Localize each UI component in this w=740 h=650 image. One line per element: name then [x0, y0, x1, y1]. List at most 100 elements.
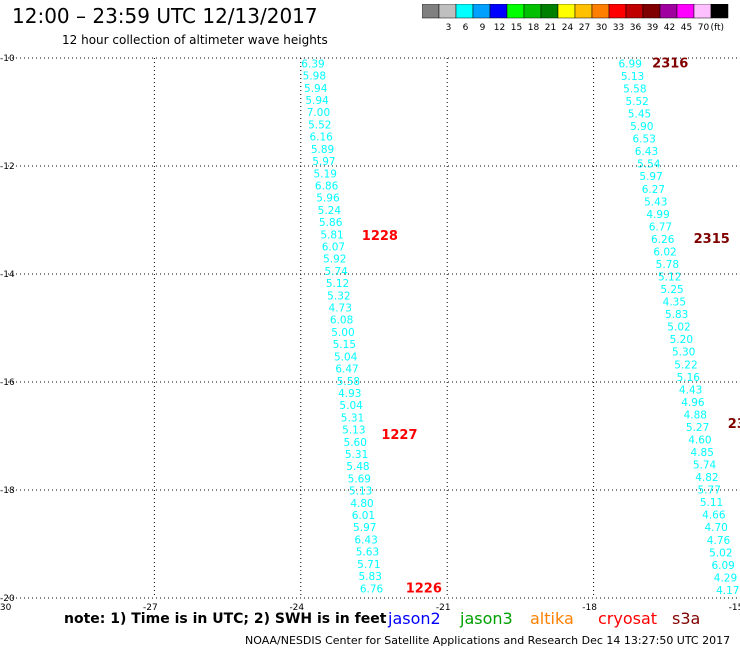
x-tick-label: -24 — [289, 603, 304, 613]
note-text: note: 1) Time is in UTC; 2) SWH is in fe… — [64, 611, 387, 627]
wave-height-value: 5.19 — [314, 168, 337, 180]
wave-height-value: 5.24 — [318, 205, 342, 217]
wave-height-value: 4.60 — [688, 434, 711, 446]
wave-height-value: 6.99 — [619, 58, 642, 70]
wave-height-value: 6.27 — [642, 184, 665, 196]
wave-height-value: 5.20 — [670, 334, 693, 346]
wave-height-value: 5.15 — [333, 339, 356, 351]
wave-height-value: 6.47 — [335, 364, 358, 376]
wave-height-value: 5.94 — [305, 95, 329, 107]
wave-height-value: 5.00 — [331, 327, 354, 339]
colorbar-label: 9 — [480, 23, 486, 33]
wave-height-value: 5.13 — [342, 425, 365, 437]
colorbar-label: 21 — [545, 23, 556, 33]
y-tick-label: -12 — [0, 162, 15, 172]
wave-height-value: 5.97 — [312, 156, 335, 168]
wave-height-value: 4.35 — [663, 297, 686, 309]
satellite-legend-cryosat: cryosat — [598, 609, 658, 628]
colorbar-label: 15 — [511, 23, 522, 33]
wave-height-value: 5.60 — [344, 437, 367, 449]
wave-height-value: 4.70 — [704, 522, 727, 534]
wave-height-value: 5.78 — [656, 259, 679, 271]
wave-height-value: 5.81 — [320, 229, 343, 241]
colorbar-label: 42 — [664, 23, 675, 33]
wave-height-value: 6.16 — [309, 132, 333, 144]
wave-height-value: 4.99 — [646, 209, 669, 221]
wave-height-value: 5.52 — [308, 119, 331, 131]
wave-height-value: 4.85 — [691, 447, 714, 459]
wave-height-value: 5.25 — [660, 284, 683, 296]
wave-height-value: 4.96 — [681, 397, 705, 409]
wave-height-value: 4.66 — [702, 510, 726, 522]
wave-height-value: 6.09 — [711, 560, 734, 572]
wave-height-value: 6.01 — [352, 510, 375, 522]
wave-height-value: 6.43 — [635, 146, 658, 158]
wave-height-value: 5.02 — [709, 547, 732, 559]
wave-height-value: 5.12 — [658, 272, 681, 284]
colorbar-label: 24 — [562, 23, 574, 33]
pass-label: 1228 — [362, 229, 398, 244]
wave-height-value: 5.77 — [698, 485, 721, 497]
colorbar-swatch — [710, 4, 729, 19]
wave-height-value: 6.77 — [649, 221, 672, 233]
wave-height-value: 6.08 — [330, 315, 353, 327]
x-tick-label: -21 — [436, 603, 451, 613]
pass-label: 1226 — [406, 581, 442, 596]
wave-height-value: 6.43 — [354, 534, 377, 546]
footer-credit: NOAA/NESDIS Center for Satellite Applica… — [245, 634, 731, 647]
colorbar-label: 27 — [579, 23, 590, 33]
wave-height-value: 5.71 — [357, 559, 380, 571]
wave-height-value: 5.31 — [341, 412, 364, 424]
wave-height-value: 5.16 — [677, 372, 701, 384]
chart-subtitle: 12 hour collection of altimeter wave hei… — [62, 33, 328, 47]
colorbar-label: 3 — [446, 23, 452, 33]
satellite-legend-s3a: s3a — [672, 609, 701, 628]
wave-height-value: 5.32 — [327, 290, 350, 302]
color-legend: 3 6 9 12 15 18 21 24 27 30 33 36 39 42 45 70 (ft) — [422, 4, 729, 33]
wave-height-value: 5.92 — [323, 254, 346, 266]
wave-height-value: 5.43 — [644, 196, 667, 208]
satellite-legend-altika: altika — [530, 609, 574, 628]
colorbar-label: 45 — [681, 23, 692, 33]
wave-height-value: 5.83 — [359, 571, 382, 583]
wave-height-value: 6.53 — [632, 134, 655, 146]
wave-height-value: 6.76 — [360, 583, 384, 595]
y-tick-label: -18 — [0, 486, 15, 496]
wave-height-value: 5.04 — [334, 351, 358, 363]
wave-height-value: 4.43 — [679, 384, 702, 396]
colorbar-label: 33 — [613, 23, 624, 33]
wave-height-value: 5.98 — [303, 71, 326, 83]
wave-height-value: 5.58 — [337, 376, 360, 388]
pass-label: 1227 — [381, 428, 417, 443]
wave-height-value: 5.90 — [630, 121, 653, 133]
pass-label: 2316 — [652, 56, 688, 71]
colorbar-label: 12 — [494, 23, 505, 33]
colorbar-label: 39 — [647, 23, 659, 33]
wave-height-value: 5.27 — [686, 422, 709, 434]
wave-height-value: 4.80 — [350, 498, 373, 510]
x-tick-label: -27 — [143, 603, 158, 613]
y-tick-label: -10 — [0, 54, 15, 64]
colorbar-label: 70 — [698, 23, 710, 33]
wave-height-value: 5.97 — [353, 522, 376, 534]
colorbar-label: 6 — [463, 23, 469, 33]
wave-height-value: 4.73 — [329, 303, 352, 315]
wave-height-value: 7.00 — [307, 107, 330, 119]
wave-height-value: 4.88 — [684, 409, 707, 421]
wave-height-value: 6.39 — [301, 58, 324, 70]
wave-height-value: 4.17 — [716, 585, 739, 597]
wave-height-value: 5.11 — [700, 497, 723, 509]
wave-height-value: 5.31 — [345, 449, 368, 461]
wave-height-value: 5.94 — [304, 83, 328, 95]
wave-height-value: 5.48 — [346, 461, 369, 473]
wave-height-value: 4.82 — [695, 472, 718, 484]
y-tick-label: -14 — [0, 270, 15, 280]
wave-height-value: 5.86 — [319, 217, 343, 229]
wave-height-value: 5.30 — [672, 347, 695, 359]
wave-height-value: 5.13 — [621, 71, 644, 83]
wave-height-value: 4.76 — [707, 535, 731, 547]
chart-title: 12:00 – 23:59 UTC 12/13/2017 — [12, 4, 318, 28]
x-tick-label: -30 — [0, 603, 12, 613]
x-tick-label: -18 — [582, 603, 597, 613]
